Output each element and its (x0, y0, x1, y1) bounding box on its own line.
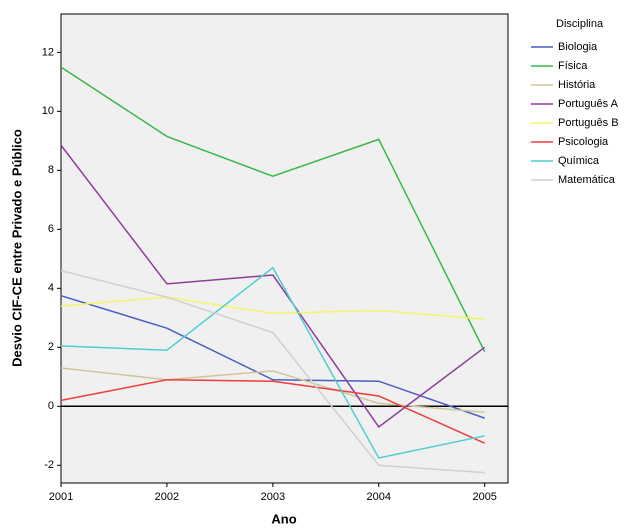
y-tick-label: 8 (48, 164, 54, 176)
series-line (60, 269, 485, 474)
series-line (60, 294, 485, 419)
legend-label: Química (558, 155, 600, 167)
series-line (60, 266, 485, 459)
legend-label: Português B (558, 117, 619, 129)
plot-area (60, 13, 509, 484)
x-axis-title: Ano (271, 511, 296, 526)
y-tick-label: 2 (48, 341, 54, 353)
legend-title: Disciplina (556, 18, 604, 30)
series-line (60, 367, 485, 413)
series-line (60, 66, 486, 353)
x-tick-label: 2005 (472, 491, 496, 503)
legend-label: Português A (558, 98, 619, 110)
legend-label: Física (558, 60, 588, 72)
y-tick-label: 12 (42, 46, 54, 58)
legend-label: Matemática (558, 174, 616, 186)
legend-label: História (558, 79, 596, 91)
y-tick-label: 6 (48, 223, 54, 235)
legend-label: Psicologia (558, 136, 609, 148)
y-tick-label: 4 (48, 282, 54, 294)
x-tick-label: 2002 (155, 491, 179, 503)
y-tick-label: 10 (42, 105, 54, 117)
series-line (60, 296, 485, 321)
y-axis-title: Desvio CIF-CE entre Privado e Público (9, 129, 24, 367)
x-tick-label: 2001 (49, 491, 73, 503)
series-line (60, 144, 486, 429)
x-tick-label: 2003 (261, 491, 285, 503)
y-tick-label: -2 (44, 459, 54, 471)
x-tick-label: 2004 (367, 491, 391, 503)
legend-label: Biologia (558, 41, 598, 53)
series-line (60, 379, 486, 444)
y-tick-label: 0 (48, 400, 54, 412)
